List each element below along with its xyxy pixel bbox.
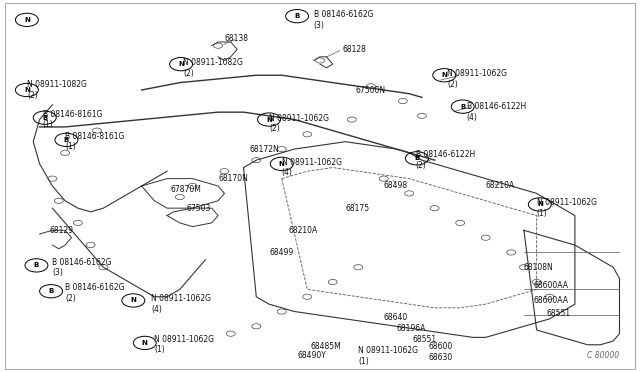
Text: 68630: 68630 (428, 353, 452, 362)
Text: 68129: 68129 (49, 226, 73, 235)
Text: N: N (266, 116, 272, 122)
Text: 68175: 68175 (346, 203, 370, 213)
Text: 68138: 68138 (225, 34, 248, 43)
Text: 68210A: 68210A (288, 226, 317, 235)
Text: B 08146-6122H
(2): B 08146-6122H (2) (415, 150, 475, 170)
Text: N 08911-1062G
(1): N 08911-1062G (1) (537, 198, 596, 218)
Text: 68210A: 68210A (486, 182, 515, 190)
Text: 67870M: 67870M (170, 185, 201, 194)
Text: 68600AA: 68600AA (534, 281, 568, 290)
Text: N 08911-1082G
(2): N 08911-1082G (2) (27, 80, 87, 100)
Text: B 08146-6162G
(2): B 08146-6162G (2) (65, 283, 125, 303)
Text: N: N (131, 298, 136, 304)
Text: N: N (537, 202, 543, 208)
Text: 68196A: 68196A (396, 324, 426, 333)
Text: B: B (294, 13, 300, 19)
Text: 68485M: 68485M (310, 342, 341, 351)
Text: B: B (34, 262, 39, 268)
Text: N 08911-1062G
(2): N 08911-1062G (2) (447, 69, 508, 89)
Text: 68640: 68640 (384, 312, 408, 321)
Text: 68551: 68551 (412, 335, 436, 344)
Text: B 08146-6162G
(3): B 08146-6162G (3) (314, 10, 373, 29)
Text: B: B (49, 288, 54, 294)
Text: N: N (142, 340, 148, 346)
Text: 68600AA: 68600AA (534, 296, 568, 305)
Text: B 08146-8161G
(1): B 08146-8161G (1) (65, 132, 125, 151)
Text: N: N (178, 61, 184, 67)
Text: N 08911-1062G
(1): N 08911-1062G (1) (358, 346, 418, 366)
Text: N: N (24, 87, 30, 93)
Text: 68490Y: 68490Y (298, 351, 326, 360)
Text: B: B (414, 155, 419, 161)
Text: B 08146-6122H
(4): B 08146-6122H (4) (467, 102, 526, 122)
Text: N: N (24, 17, 30, 23)
Text: 68498: 68498 (384, 182, 408, 190)
Text: C 80000: C 80000 (588, 350, 620, 359)
Text: N 08911-1062G
(4): N 08911-1062G (4) (282, 158, 342, 177)
Text: N 08911-1062G
(2): N 08911-1062G (2) (269, 113, 329, 133)
Text: B: B (460, 104, 465, 110)
Text: 68170N: 68170N (218, 174, 248, 183)
Text: 67500N: 67500N (355, 86, 385, 94)
Text: N 08911-1082G
(2): N 08911-1082G (2) (183, 58, 243, 77)
Text: 68128: 68128 (342, 45, 366, 54)
Text: 68551: 68551 (546, 309, 570, 318)
Text: 68600: 68600 (428, 342, 452, 351)
Text: B 08146-8161G
(1): B 08146-8161G (1) (43, 110, 102, 129)
Text: B: B (64, 137, 69, 143)
Text: N 08911-1062G
(1): N 08911-1062G (1) (154, 335, 214, 355)
Text: 68108N: 68108N (524, 263, 554, 272)
Text: N: N (442, 72, 447, 78)
Text: N: N (279, 161, 285, 167)
Text: 68499: 68499 (269, 248, 293, 257)
Text: 67503: 67503 (186, 203, 211, 213)
Text: 68172N: 68172N (250, 145, 280, 154)
Text: B: B (42, 115, 47, 121)
FancyBboxPatch shape (4, 3, 636, 369)
Text: B 08146-6162G
(3): B 08146-6162G (3) (52, 257, 112, 277)
Text: N 08911-1062G
(4): N 08911-1062G (4) (151, 295, 211, 314)
